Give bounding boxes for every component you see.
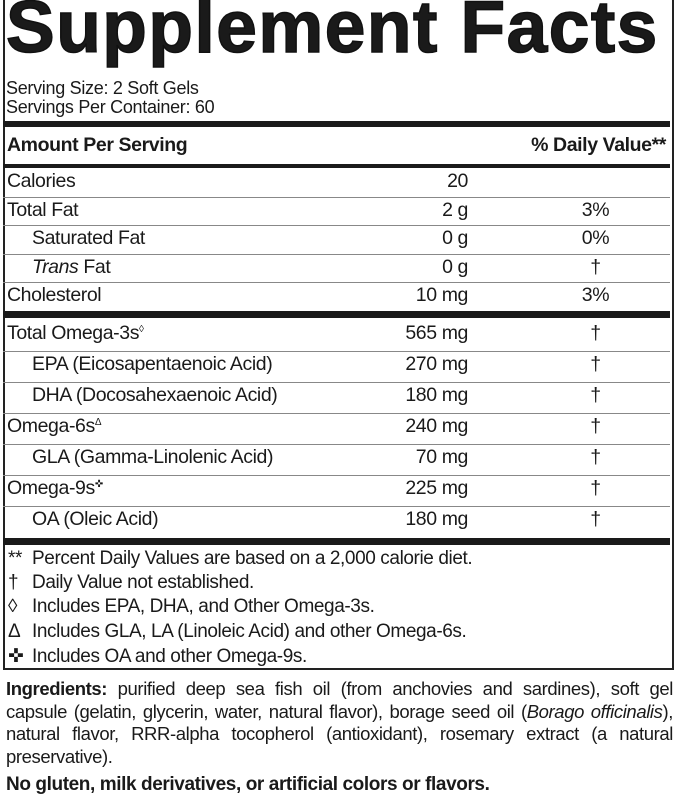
- nutrient-name: Saturated Fat: [32, 227, 145, 250]
- nutrient-amount: 240 mg: [405, 415, 468, 437]
- divider-medium: [3, 164, 670, 168]
- nutrient-name-text: Omega-9s: [7, 477, 95, 499]
- ingredients-text: purified deep sea fish oil (from anchovi…: [6, 678, 673, 722]
- nutrient-daily-value: 3%: [581, 198, 610, 221]
- footnote: ** Percent Daily Values are based on a 2,…: [8, 548, 473, 570]
- nutrient-amount: 225 mg: [405, 477, 468, 499]
- nutrient-daily-value: †: [590, 446, 601, 468]
- divider-thin: [3, 225, 670, 227]
- nutrient-daily-value: 0%: [581, 227, 610, 250]
- nutrient-name-text: Fat: [78, 255, 111, 278]
- nutrient-amount: 0 g: [442, 255, 468, 278]
- divider-thin: [3, 196, 670, 198]
- nutrient-amount: 565 mg: [405, 322, 468, 344]
- nutrient-name-text: EPA (Eicosapentaenoic Acid): [32, 353, 273, 375]
- footnote-marker: ✜: [94, 479, 103, 490]
- nutrient-name: Omega-6sΔ: [7, 415, 102, 438]
- footnote-text: Includes OA and other Omega-9s.: [32, 645, 307, 667]
- nutrient-name-text: Total Fat: [7, 198, 79, 221]
- nutrient-amount: 0 g: [442, 227, 468, 250]
- footnote-marker: Δ: [94, 417, 102, 428]
- nutrient-amount: 70 mg: [415, 446, 469, 468]
- nutrient-name-text: GLA (Gamma-Linolenic Acid): [32, 446, 274, 468]
- nutrient-name: Omega-9s✜: [7, 477, 103, 500]
- nutrient-name: GLA (Gamma-Linolenic Acid): [32, 446, 273, 469]
- panel-title: Supplement Facts: [5, 0, 659, 68]
- ingredients: Ingredients: purified deep sea fish oil …: [6, 678, 673, 768]
- nutrient-name-text: Omega-6s: [7, 415, 95, 437]
- nutrient-daily-value: †: [590, 322, 601, 344]
- footnote-text: Daily Value not established.: [32, 572, 254, 594]
- footnote: Δ Includes GLA, LA (Linoleic Acid) and ot…: [8, 620, 467, 643]
- nutrient-amount: 180 mg: [405, 384, 468, 406]
- divider-thick: [3, 121, 670, 127]
- footnote-marker: ◊: [139, 324, 144, 335]
- ingredients-text: ), natural flavor, RRR-alpha tocopherol …: [6, 700, 673, 767]
- footnote: † Daily Value not established.: [8, 572, 254, 594]
- footnote-symbol: ✜: [8, 645, 24, 667]
- divider-thin: [3, 506, 670, 507]
- nutrient-amount: 180 mg: [405, 508, 468, 530]
- nutrient-name: EPA (Eicosapentaenoic Acid): [32, 353, 273, 376]
- nutrient-name-text: Saturated Fat: [32, 227, 145, 250]
- footnote-symbol: **: [8, 548, 22, 569]
- nutrient-name-text: DHA (Docosahexaenoic Acid): [32, 384, 278, 406]
- footnote: ◊ Includes EPA, DHA, and Other Omega-3s.: [8, 596, 375, 618]
- footnote-symbol: Δ: [8, 620, 21, 642]
- divider-thick: [3, 311, 670, 318]
- nutrient-name-text: OA (Oleic Acid): [32, 508, 159, 530]
- nutrient-daily-value: †: [590, 255, 601, 278]
- nutrient-amount: 20: [447, 170, 468, 192]
- supplement-facts-panel: [3, 0, 674, 670]
- nutrient-name: Trans Fat: [32, 255, 111, 279]
- nutrient-name-italic: Trans: [32, 255, 79, 278]
- free-from-statement: No gluten, milk derivatives, or artifici…: [6, 774, 490, 795]
- nutrient-name: Total Fat: [7, 198, 79, 222]
- nutrient-amount: 270 mg: [405, 353, 468, 375]
- nutrient-name: DHA (Docosahexaenoic Acid): [32, 384, 278, 407]
- divider-thick: [3, 538, 670, 545]
- divider-thin: [3, 282, 670, 284]
- footnote-text: Includes EPA, DHA, and Other Omega-3s.: [32, 596, 375, 618]
- nutrient-name-text: Cholesterol: [7, 284, 102, 307]
- divider-thin: [3, 253, 670, 255]
- nutrient-name: Calories: [7, 170, 76, 193]
- nutrient-name: Total Omega-3s◊: [7, 322, 144, 345]
- nutrient-name: Cholesterol: [7, 284, 102, 307]
- divider-thin: [3, 413, 670, 414]
- divider-thin: [3, 475, 670, 476]
- nutrient-daily-value: †: [590, 384, 601, 406]
- divider-thin: [3, 444, 670, 445]
- footnote-symbol: †: [8, 572, 19, 594]
- footnote-text: Includes GLA, LA (Linoleic Acid) and oth…: [32, 620, 467, 642]
- nutrient-daily-value: †: [590, 415, 601, 437]
- ingredients-latin-name: Borago officinalis: [526, 700, 663, 722]
- serving-size: Serving Size: 2 Soft Gels: [6, 78, 199, 98]
- nutrient-daily-value: 3%: [581, 284, 610, 307]
- divider-thin: [3, 351, 670, 352]
- divider-thin: [3, 382, 670, 383]
- nutrient-daily-value: †: [590, 508, 601, 530]
- ingredients-label: Ingredients:: [6, 678, 108, 699]
- nutrient-daily-value: †: [590, 353, 601, 375]
- footnote-symbol: ◊: [8, 596, 17, 618]
- amount-per-serving-label: Amount Per Serving: [7, 134, 188, 156]
- nutrient-amount: 10 mg: [415, 284, 469, 307]
- nutrient-amount: 2 g: [442, 198, 468, 221]
- daily-value-label: % Daily Value**: [531, 134, 666, 156]
- nutrient-name-text: Calories: [7, 170, 76, 192]
- footnote: ✜ Includes OA and other Omega-9s.: [8, 645, 307, 668]
- servings-per-container: Servings Per Container: 60: [6, 97, 215, 117]
- nutrient-name: OA (Oleic Acid): [32, 508, 159, 531]
- nutrient-daily-value: †: [590, 477, 601, 499]
- footnote-text: Percent Daily Values are based on a 2,00…: [32, 548, 473, 569]
- nutrient-name-text: Total Omega-3s: [7, 322, 140, 344]
